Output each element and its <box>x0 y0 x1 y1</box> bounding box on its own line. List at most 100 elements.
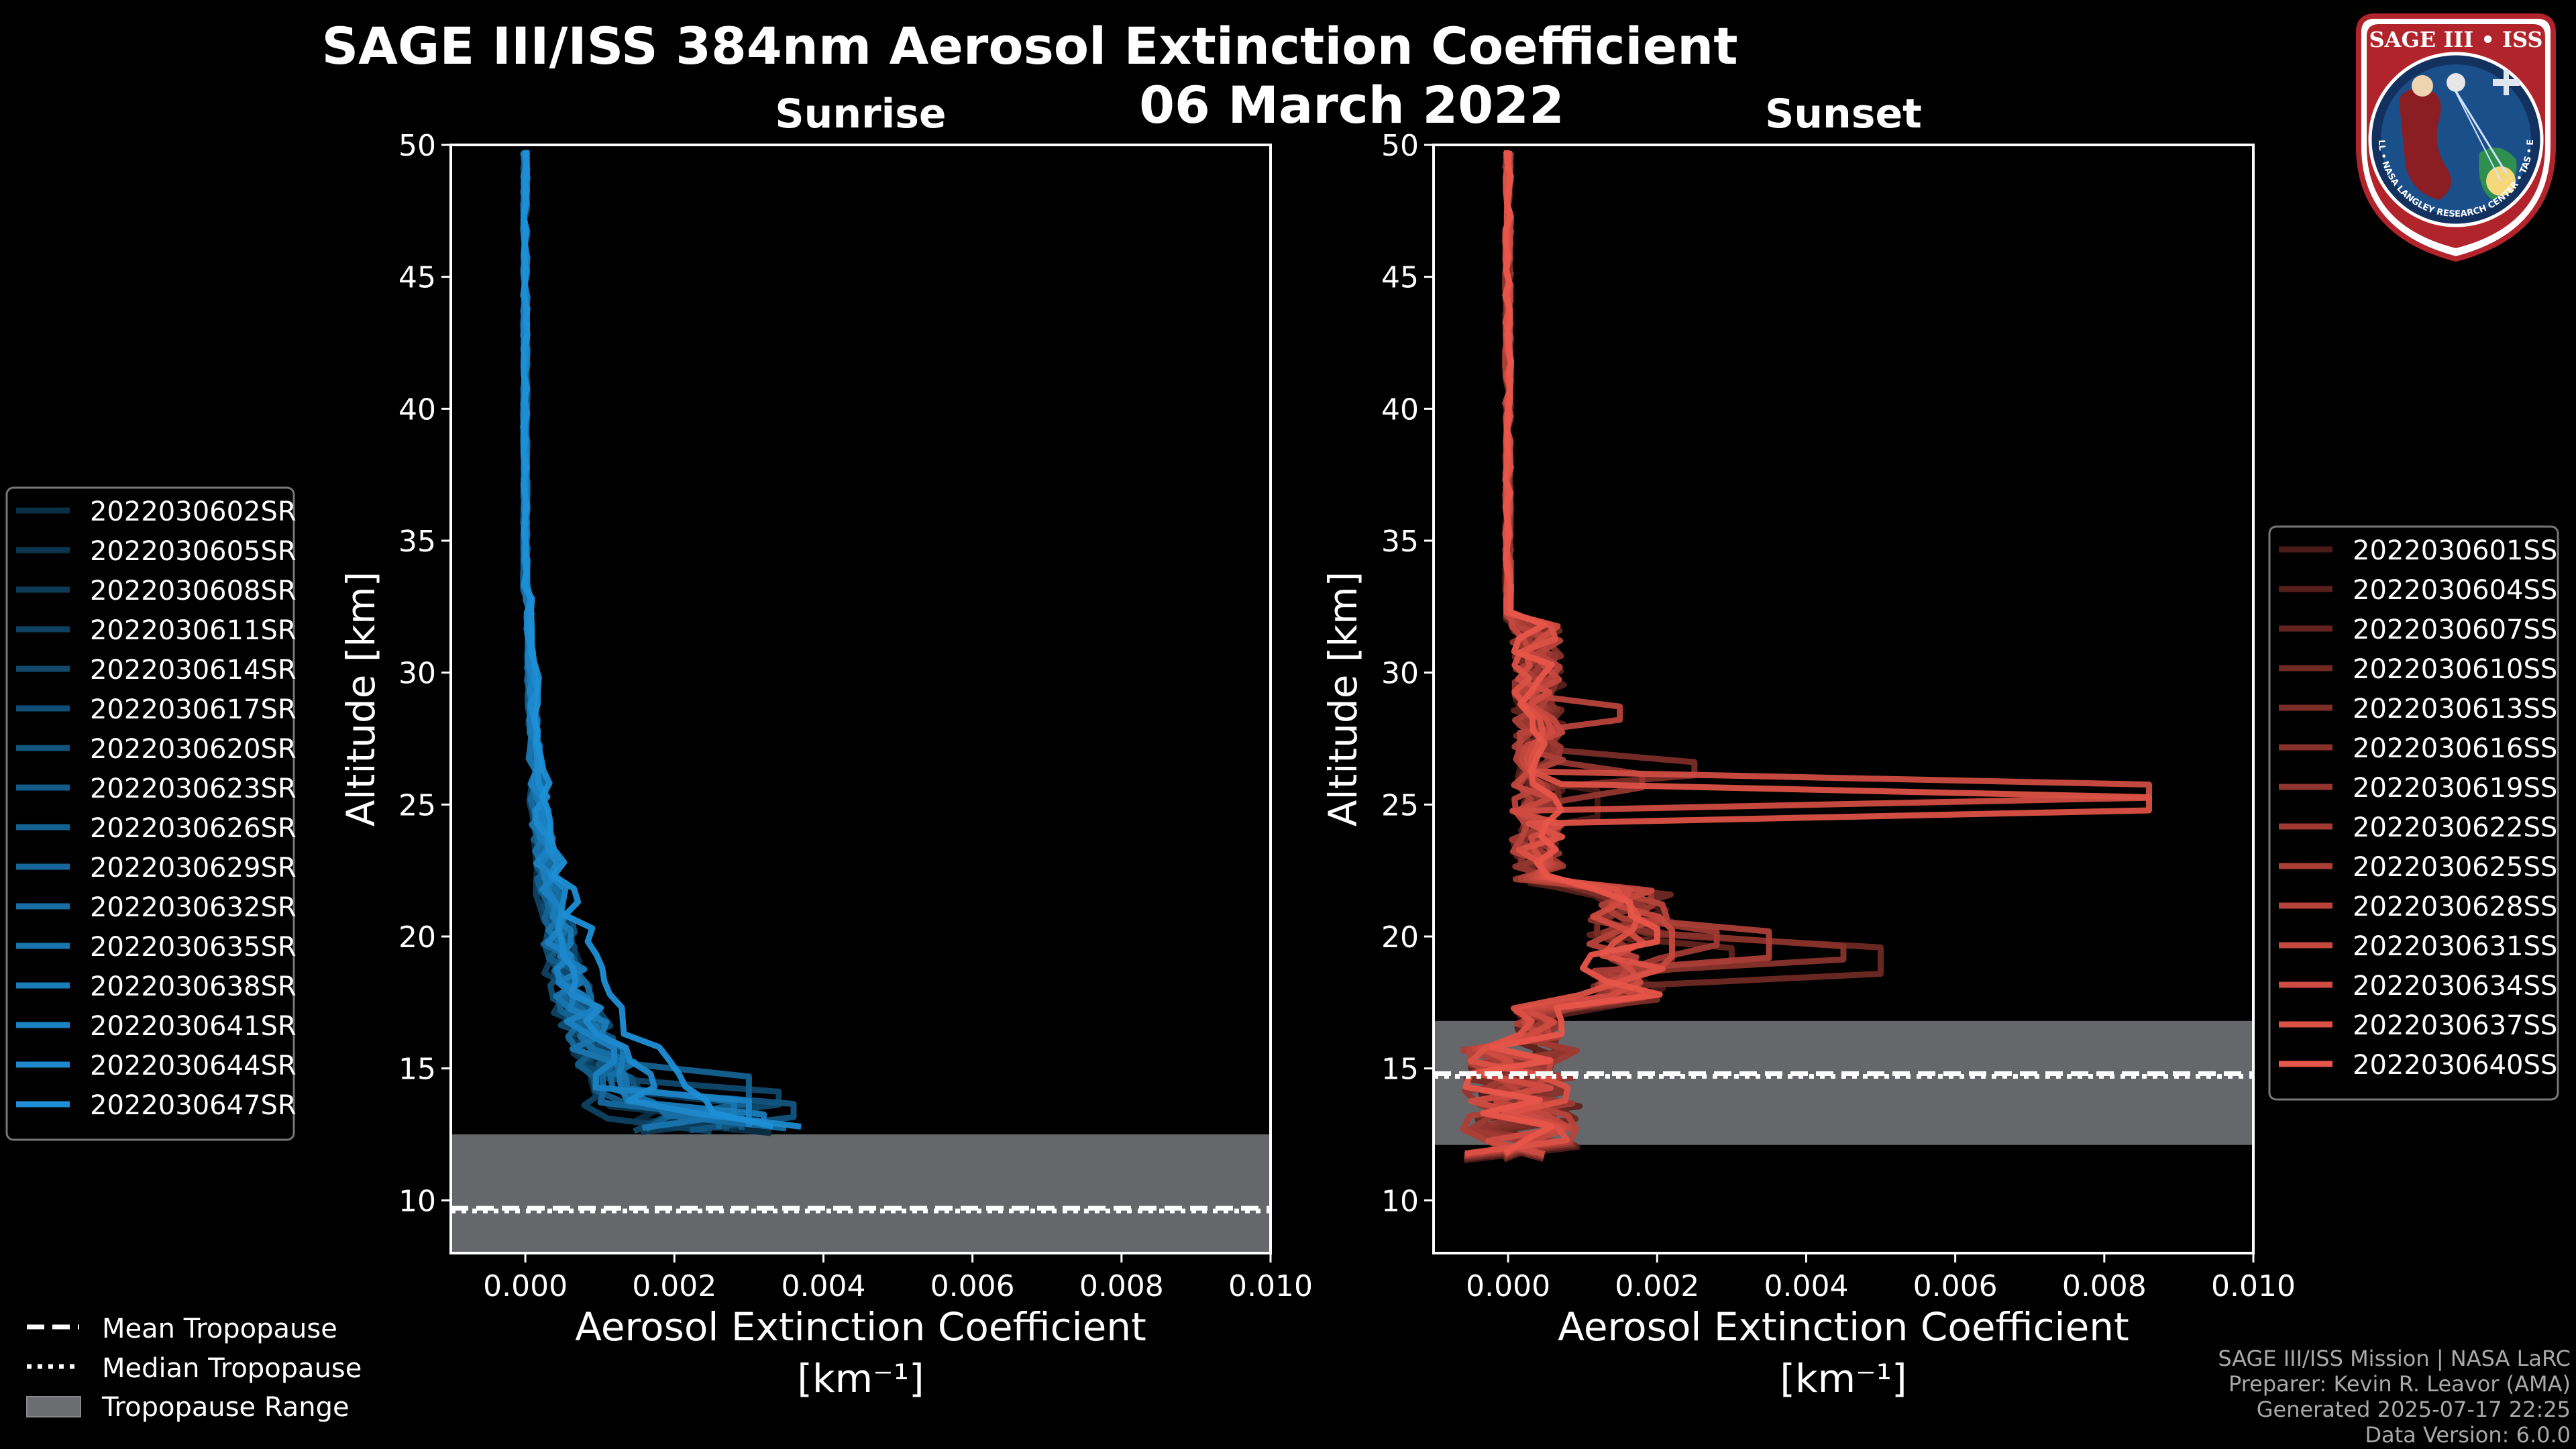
series-line-2022030605SR <box>520 156 737 1133</box>
tropopause-range-band <box>451 1134 1271 1253</box>
y-tick-label: 50 <box>1381 129 1419 163</box>
legend-label: 2022030626SR <box>90 813 297 844</box>
legend-label: 2022030625SS <box>2353 852 2557 883</box>
y-tick-label: 35 <box>398 525 436 559</box>
legend-frame <box>5 486 295 1141</box>
legend-label: 2022030641SR <box>90 1011 297 1042</box>
x-tick-label: 0.010 <box>1228 1269 1313 1303</box>
figure-title-line2: 06 March 2022 <box>1139 75 1564 135</box>
legend-label: 2022030613SS <box>2353 694 2557 724</box>
sunset-xunit: [km⁻¹] <box>1780 1356 1907 1401</box>
series-line-2022030647SR <box>520 150 774 1130</box>
legend-label: 2022030605SR <box>90 536 297 567</box>
badge-title-text: SAGE III • ISS <box>2369 27 2543 52</box>
sunrise-xunit: [km⁻¹] <box>797 1356 924 1401</box>
y-tick-label: 20 <box>1381 920 1419 955</box>
legend-label: 2022030637SS <box>2353 1010 2557 1041</box>
legend-label: 2022030602SR <box>90 496 297 527</box>
tropopause-range-label: Tropopause Range <box>101 1392 350 1423</box>
profile-lines <box>520 150 802 1136</box>
y-tick-label: 25 <box>398 788 436 822</box>
badge-moon-icon <box>2447 73 2465 92</box>
y-tick-label: 40 <box>1381 392 1419 427</box>
sunset-ylabel: Altitude [km] <box>1320 572 1366 826</box>
legend-label: 2022030601SS <box>2353 535 2557 566</box>
y-tick-label: 35 <box>1381 525 1419 559</box>
x-tick-label: 0.002 <box>632 1269 716 1303</box>
y-tick-label: 25 <box>1381 788 1419 822</box>
sunset-xlabel: Aerosol Extinction Coefficient <box>1558 1304 2129 1350</box>
legend-label: 2022030622SS <box>2353 812 2557 843</box>
y-tick-label: 30 <box>1381 657 1419 691</box>
y-tick-label: 45 <box>1381 261 1419 295</box>
sage-mission-badge-logo: SAGE III • ISS BALL • NASA LANGLEY RESEA… <box>2345 12 2556 262</box>
x-tick-label: 0.004 <box>1764 1269 1848 1303</box>
legend-frame <box>2268 525 2559 1101</box>
plot-frame <box>449 144 1272 1254</box>
legend-label: 2022030616SS <box>2353 733 2557 764</box>
legend-label: 2022030607SS <box>2353 614 2557 645</box>
legend-label: 2022030635SR <box>90 932 297 963</box>
legend-label: 2022030617SR <box>90 694 297 725</box>
sunset-legend: 2022030601SS 2022030604SS 2022030607SS 2022… <box>2268 525 2559 1101</box>
legend-label: 2022030631SS <box>2353 931 2557 962</box>
legend-label: 2022030638SR <box>90 971 297 1002</box>
legend-label: 2022030611SR <box>90 615 297 646</box>
legend-label: 2022030610SS <box>2353 654 2557 685</box>
y-tick-label: 20 <box>398 920 436 955</box>
legend-label: 2022030647SR <box>90 1090 297 1121</box>
footer-credits: SAGE III/ISS Mission | NASA LaRC Prepare… <box>2218 1346 2571 1448</box>
x-tick-label: 0.000 <box>1466 1269 1550 1303</box>
profile-lines <box>1460 150 2152 1163</box>
y-tick-label: 30 <box>398 657 436 691</box>
x-tick-label: 0.002 <box>1615 1269 1699 1303</box>
footer-line-1: SAGE III/ISS Mission | NASA LaRC <box>2218 1346 2571 1371</box>
y-tick-label: 10 <box>398 1184 436 1218</box>
mean-tropopause-label: Mean Tropopause <box>102 1313 337 1344</box>
y-tick-label: 15 <box>398 1053 436 1087</box>
sunrise-xlabel: Aerosol Extinction Coefficient <box>575 1304 1146 1350</box>
plot-frame <box>1432 144 2255 1254</box>
series-line-2022030640SS <box>1462 150 1663 1156</box>
x-tick-label: 0.000 <box>483 1269 568 1303</box>
legend-label: 2022030614SR <box>90 655 297 686</box>
x-tick-label: 0.010 <box>2211 1269 2296 1303</box>
y-tick-label: 50 <box>398 129 436 163</box>
legend-label: 2022030632SR <box>90 892 297 923</box>
badge-figure-head-icon <box>2412 75 2433 97</box>
x-tick-label: 0.006 <box>1913 1269 1998 1303</box>
legend-label: 2022030628SS <box>2353 892 2557 922</box>
y-tick-label: 10 <box>1381 1184 1419 1218</box>
legend-label: 2022030608SR <box>90 576 297 606</box>
footer-line-3: Generated 2025-07-17 22:25 <box>2257 1397 2571 1422</box>
figure-title-line1: SAGE III/ISS 384nm Aerosol Extinction Co… <box>321 16 1737 76</box>
x-tick-label: 0.006 <box>930 1269 1015 1303</box>
tropopause-range-swatch <box>26 1396 81 1417</box>
sunrise-chart: 10 15 20 25 30 35 40 45 50 0.000 0.002 0.004 0.006 0.… <box>398 129 1313 1303</box>
legend-label: 2022030640SS <box>2353 1050 2557 1081</box>
series-line-2022030617SR <box>520 154 730 1131</box>
sunset-chart: 10 15 20 25 30 35 40 45 50 0.000 0.002 0.004 0.006 0.… <box>1381 129 2296 1303</box>
y-tick-label: 15 <box>1381 1053 1419 1087</box>
sunset-panel-title: Sunset <box>1765 91 1922 138</box>
x-tick-label: 0.004 <box>781 1269 865 1303</box>
footer-line-2: Preparer: Kevin R. Leavor (AMA) <box>2229 1371 2571 1397</box>
legend-label: 2022030644SR <box>90 1051 297 1081</box>
legend-label: 2022030634SS <box>2353 971 2557 1002</box>
median-tropopause-label: Median Tropopause <box>102 1353 362 1384</box>
sunrise-ylabel: Altitude [km] <box>338 572 384 826</box>
badge-figure-robe-icon <box>2399 89 2451 200</box>
x-tick-label: 0.008 <box>1079 1269 1164 1303</box>
sunrise-panel-title: Sunrise <box>775 91 946 138</box>
legend-label: 2022030604SS <box>2353 575 2557 606</box>
series-line-2022030641SR <box>520 150 752 1128</box>
legend-label: 2022030629SR <box>90 853 297 883</box>
y-tick-label: 45 <box>398 261 436 295</box>
y-tick-label: 40 <box>398 392 436 427</box>
tropopause-legend: Mean Tropopause Median Tropopause Tropop… <box>26 1313 362 1423</box>
x-tick-label: 0.008 <box>2062 1269 2147 1303</box>
legend-label: 2022030623SR <box>90 773 297 804</box>
footer-line-4: Data Version: 6.0.0 <box>2365 1422 2571 1448</box>
legend-label: 2022030620SR <box>90 734 297 765</box>
